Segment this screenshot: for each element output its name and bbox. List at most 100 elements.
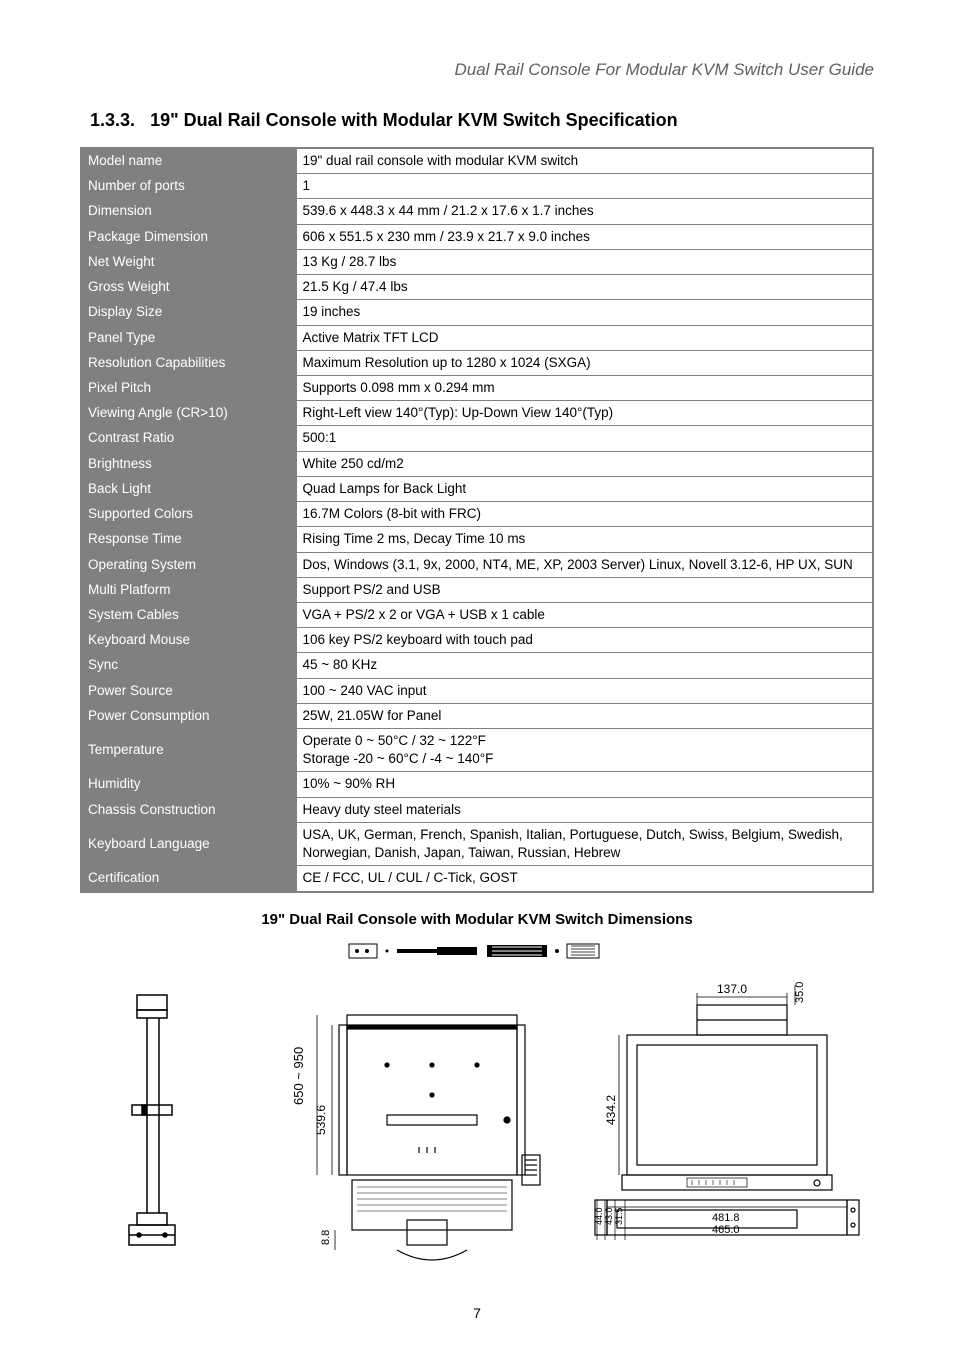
spec-label: Pixel Pitch <box>81 375 296 400</box>
table-row: Model name19" dual rail console with mod… <box>81 148 873 174</box>
table-row: Power Source100 ~ 240 VAC input <box>81 678 873 703</box>
spec-value: Active Matrix TFT LCD <box>296 325 873 350</box>
table-row: Dimension539.6 x 448.3 x 44 mm / 21.2 x … <box>81 199 873 224</box>
dim-depth: 539.6 <box>314 1104 328 1134</box>
dim-base-width-outer: 465.0 <box>712 1224 740 1236</box>
spec-value: Dos, Windows (3.1, 9x, 2000, NT4, ME, XP… <box>296 552 873 577</box>
spec-label: Display Size <box>81 300 296 325</box>
spec-value: Rising Time 2 ms, Decay Time 10 ms <box>296 527 873 552</box>
table-row: Keyboard Mouse106 key PS/2 keyboard with… <box>81 628 873 653</box>
front-view-drawing: 137.0 35.0 434.2 481.8 465.0 44.0 43.0 3… <box>567 975 867 1275</box>
spec-value: USA, UK, German, French, Spanish, Italia… <box>296 822 873 865</box>
spec-value: CE / FCC, UL / CUL / C-Tick, GOST <box>296 866 873 892</box>
spec-value: 19 inches <box>296 300 873 325</box>
spec-value: 606 x 551.5 x 230 mm / 23.9 x 21.7 x 9.0… <box>296 224 873 249</box>
spec-label: Keyboard Mouse <box>81 628 296 653</box>
dim-flange-c: 31.5 <box>614 1207 624 1225</box>
spec-value: 106 key PS/2 keyboard with touch pad <box>296 628 873 653</box>
spec-label: Supported Colors <box>81 502 296 527</box>
table-row: System CablesVGA + PS/2 x 2 or VGA + USB… <box>81 602 873 627</box>
dim-rail-range: 650 ~ 950 <box>291 1046 306 1104</box>
spec-value: 1 <box>296 174 873 199</box>
spec-label: Power Source <box>81 678 296 703</box>
table-row: Number of ports1 <box>81 174 873 199</box>
table-row: Resolution CapabilitiesMaximum Resolutio… <box>81 350 873 375</box>
page-number: 7 <box>80 1305 874 1321</box>
spec-value: Support PS/2 and USB <box>296 577 873 602</box>
spec-label: Certification <box>81 866 296 892</box>
spec-value: Heavy duty steel materials <box>296 797 873 822</box>
section-heading: 1.3.3. 19" Dual Rail Console with Modula… <box>90 110 874 131</box>
spec-label: Back Light <box>81 476 296 501</box>
table-row: Gross Weight21.5 Kg / 47.4 lbs <box>81 275 873 300</box>
table-row: Supported Colors16.7M Colors (8-bit with… <box>81 502 873 527</box>
table-row: Contrast Ratio500:1 <box>81 426 873 451</box>
spec-label: Power Consumption <box>81 703 296 728</box>
spec-label: Net Weight <box>81 249 296 274</box>
dim-back-offset: 8.8 <box>320 1229 332 1244</box>
spec-label: System Cables <box>81 602 296 627</box>
section-title: 19" Dual Rail Console with Modular KVM S… <box>150 110 678 130</box>
spec-label: Gross Weight <box>81 275 296 300</box>
spec-label: Response Time <box>81 527 296 552</box>
table-row: Sync45 ~ 80 KHz <box>81 653 873 678</box>
spec-value: Operate 0 ~ 50°C / 32 ~ 122°FStorage -20… <box>296 729 873 772</box>
table-row: Display Size19 inches <box>81 300 873 325</box>
table-row: Package Dimension606 x 551.5 x 230 mm / … <box>81 224 873 249</box>
section-number: 1.3.3. <box>90 110 135 130</box>
spec-label: Multi Platform <box>81 577 296 602</box>
spec-label: Panel Type <box>81 325 296 350</box>
table-row: CertificationCE / FCC, UL / CUL / C-Tick… <box>81 866 873 892</box>
spec-label: Resolution Capabilities <box>81 350 296 375</box>
spec-value: 16.7M Colors (8-bit with FRC) <box>296 502 873 527</box>
dim-front-width: 137.0 <box>717 982 747 996</box>
table-row: Net Weight13 Kg / 28.7 lbs <box>81 249 873 274</box>
spec-value: Maximum Resolution up to 1280 x 1024 (SX… <box>296 350 873 375</box>
table-row: TemperatureOperate 0 ~ 50°C / 32 ~ 122°F… <box>81 729 873 772</box>
spec-value: 45 ~ 80 KHz <box>296 653 873 678</box>
table-row: Multi PlatformSupport PS/2 and USB <box>81 577 873 602</box>
spec-value: Supports 0.098 mm x 0.294 mm <box>296 375 873 400</box>
table-row: Chassis ConstructionHeavy duty steel mat… <box>81 797 873 822</box>
spec-label: Chassis Construction <box>81 797 296 822</box>
dimensions-title: 19" Dual Rail Console with Modular KVM S… <box>80 911 874 928</box>
dim-panel-height: 434.2 <box>604 1094 618 1124</box>
spec-label: Package Dimension <box>81 224 296 249</box>
spec-value: 10% ~ 90% RH <box>296 772 873 797</box>
spec-label: Brightness <box>81 451 296 476</box>
spec-label: Contrast Ratio <box>81 426 296 451</box>
spec-label: Sync <box>81 653 296 678</box>
spec-value: 13 Kg / 28.7 lbs <box>296 249 873 274</box>
dim-flange-a: 44.0 <box>594 1207 604 1225</box>
table-row: Pixel PitchSupports 0.098 mm x 0.294 mm <box>81 375 873 400</box>
spec-label: Number of ports <box>81 174 296 199</box>
table-row: Power Consumption25W, 21.05W for Panel <box>81 703 873 728</box>
table-row: Back LightQuad Lamps for Back Light <box>81 476 873 501</box>
spec-value: VGA + PS/2 x 2 or VGA + USB x 1 cable <box>296 602 873 627</box>
dim-flange-b: 43.0 <box>604 1207 614 1225</box>
spec-value: Right-Left view 140°(Typ): Up-Down View … <box>296 401 873 426</box>
spec-label: Temperature <box>81 729 296 772</box>
table-row: Panel TypeActive Matrix TFT LCD <box>81 325 873 350</box>
top-view-drawing: 650 ~ 950 539.6 8.8 <box>277 975 557 1275</box>
spec-value: 21.5 Kg / 47.4 lbs <box>296 275 873 300</box>
spec-label: Model name <box>81 148 296 174</box>
side-view-drawing <box>87 975 267 1255</box>
spec-label: Humidity <box>81 772 296 797</box>
spec-value: 539.6 x 448.3 x 44 mm / 21.2 x 17.6 x 1.… <box>296 199 873 224</box>
table-row: Viewing Angle (CR>10)Right-Left view 140… <box>81 401 873 426</box>
dim-front-height-small: 35.0 <box>794 981 806 1002</box>
spec-value: 25W, 21.05W for Panel <box>296 703 873 728</box>
spec-value: White 250 cd/m2 <box>296 451 873 476</box>
spec-label: Keyboard Language <box>81 822 296 865</box>
spec-value: Quad Lamps for Back Light <box>296 476 873 501</box>
doc-header: Dual Rail Console For Modular KVM Switch… <box>80 60 874 80</box>
table-row: Keyboard LanguageUSA, UK, German, French… <box>81 822 873 865</box>
spec-label: Operating System <box>81 552 296 577</box>
table-row: Operating SystemDos, Windows (3.1, 9x, 2… <box>81 552 873 577</box>
dimension-drawings: 650 ~ 950 539.6 8.8 <box>80 975 874 1275</box>
top-strip-drawing <box>80 938 874 969</box>
spec-value: 19" dual rail console with modular KVM s… <box>296 148 873 174</box>
table-row: Response TimeRising Time 2 ms, Decay Tim… <box>81 527 873 552</box>
spec-label: Dimension <box>81 199 296 224</box>
